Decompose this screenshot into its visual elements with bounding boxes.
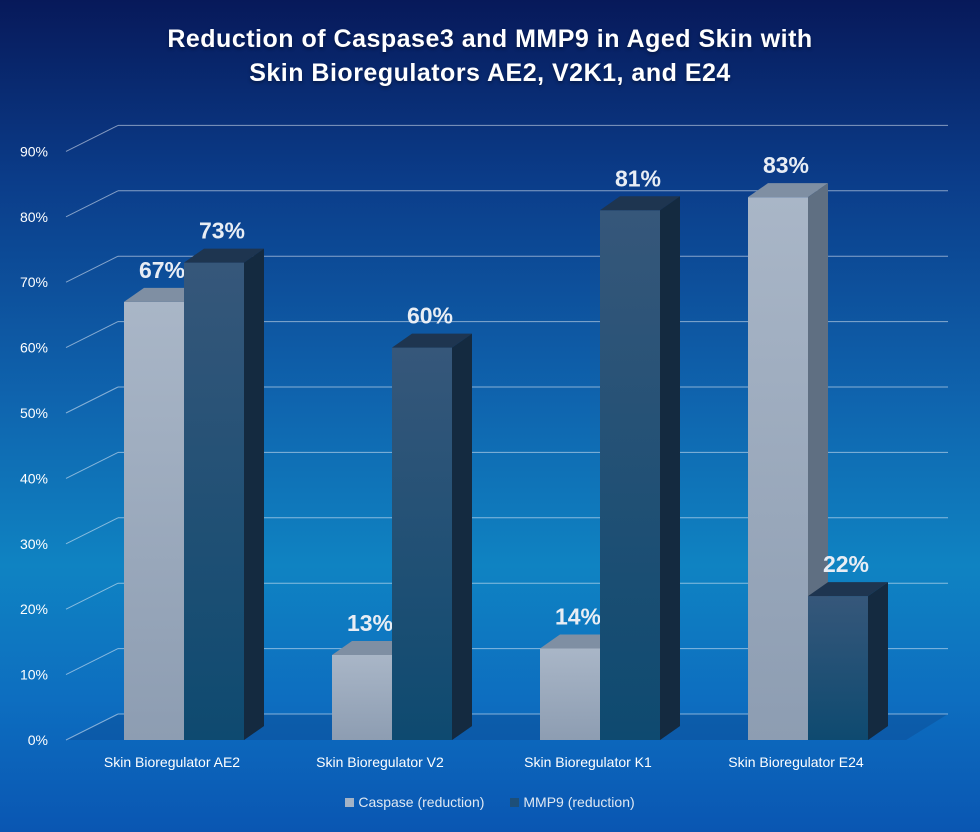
legend-item-caspase: Caspase (reduction) xyxy=(345,794,484,810)
bar-top-face xyxy=(808,582,888,597)
data-label: 13% xyxy=(347,610,393,636)
y-tick-label: 70% xyxy=(20,274,48,290)
data-label: 73% xyxy=(199,218,245,244)
gridline-diagonal xyxy=(65,255,119,283)
gridline-diagonal xyxy=(65,648,119,676)
bar-caspase xyxy=(540,648,600,740)
gridline-diagonal xyxy=(65,451,119,479)
bar-caspase xyxy=(332,654,392,740)
bar-mmp9 xyxy=(808,596,868,740)
gridline-diagonal xyxy=(65,190,119,218)
data-label: 60% xyxy=(407,303,453,329)
y-tick-label: 30% xyxy=(20,536,48,552)
data-label: 14% xyxy=(555,603,601,629)
bar-top-face xyxy=(748,183,828,198)
bar-top-face xyxy=(184,248,264,263)
gridline-diagonal xyxy=(65,321,119,349)
data-label: 81% xyxy=(615,165,661,191)
data-label: 67% xyxy=(139,257,185,283)
gridline-diagonal xyxy=(65,124,119,152)
x-category-label: Skin Bioregulator K1 xyxy=(524,754,652,770)
chart-floor xyxy=(66,714,948,740)
gridline-diagonal xyxy=(65,582,119,610)
bar-caspase xyxy=(748,197,808,740)
gridline-diagonal xyxy=(65,713,119,741)
y-tick-label: 20% xyxy=(20,601,48,617)
bar-side-face xyxy=(452,333,472,740)
y-tick-label: 50% xyxy=(20,405,48,421)
x-category-label: Skin Bioregulator AE2 xyxy=(104,754,240,770)
legend-swatch-mmp9 xyxy=(510,797,520,807)
y-tick-label: 80% xyxy=(20,209,48,225)
gridline-diagonal xyxy=(65,386,119,414)
y-tick-label: 40% xyxy=(20,470,48,486)
x-category-label: Skin Bioregulator V2 xyxy=(316,754,444,770)
legend-swatch-caspase xyxy=(345,797,355,807)
bar-side-face xyxy=(868,582,888,740)
bar-side-face xyxy=(244,248,264,740)
legend: Caspase (reduction) MMP9 (reduction) xyxy=(0,794,980,810)
bar-top-face xyxy=(600,196,680,211)
bar-caspase xyxy=(124,301,184,740)
chart-title-line-1: Reduction of Caspase3 and MMP9 in Aged S… xyxy=(167,25,813,53)
y-tick-label: 90% xyxy=(20,143,48,159)
data-label: 83% xyxy=(763,152,809,178)
bar-mmp9 xyxy=(392,347,452,740)
chart-title-line-2: Skin Bioregulators AE2, V2K1, and E24 xyxy=(249,59,731,87)
bar-mmp9 xyxy=(600,210,660,740)
y-tick-label: 10% xyxy=(20,667,48,683)
y-tick-label: 0% xyxy=(28,732,48,748)
x-category-label: Skin Bioregulator E24 xyxy=(728,754,864,770)
gridline-diagonal xyxy=(65,517,119,545)
data-label: 22% xyxy=(823,551,869,577)
bar-top-face xyxy=(392,333,472,348)
legend-item-mmp9: MMP9 (reduction) xyxy=(510,794,635,810)
chart-title: Reduction of Caspase3 and MMP9 in Aged S… xyxy=(0,22,980,90)
y-tick-label: 60% xyxy=(20,340,48,356)
bar-mmp9 xyxy=(184,262,244,740)
bar-side-face xyxy=(660,196,680,740)
legend-label-mmp9: MMP9 (reduction) xyxy=(523,794,635,810)
legend-label-caspase: Caspase (reduction) xyxy=(358,794,485,810)
